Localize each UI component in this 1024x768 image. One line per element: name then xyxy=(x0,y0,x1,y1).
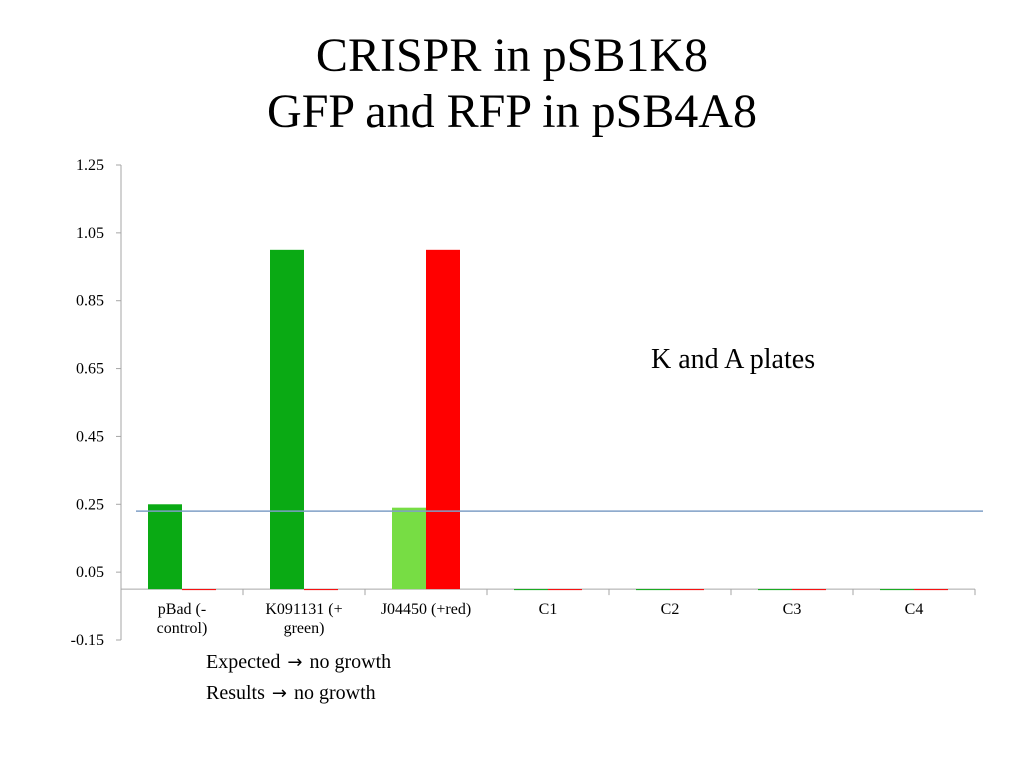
bar-series-2 xyxy=(304,589,338,591)
x-category-label: C2 xyxy=(661,601,680,618)
bar-series-2 xyxy=(792,589,826,591)
bar-series-1 xyxy=(880,589,914,591)
x-category-label: J04450 (+red) xyxy=(381,601,471,618)
y-tick-label: 0.25 xyxy=(76,496,104,513)
bar-series-2 xyxy=(670,589,704,591)
y-tick-label: 0.45 xyxy=(76,428,104,445)
expected-note: Expected → no growth xyxy=(206,647,391,678)
bar-series-1 xyxy=(636,589,670,591)
bar-series-2 xyxy=(548,589,582,591)
bar-series-1 xyxy=(148,504,182,590)
y-tick-label: 1.25 xyxy=(76,157,104,174)
x-category-label: C1 xyxy=(539,601,558,618)
title-line-1: CRISPR in pSB1K8 xyxy=(315,29,709,82)
plates-annotation: K and A plates xyxy=(651,344,816,375)
x-category-label: pBad (-control) xyxy=(157,601,208,637)
y-tick-label: 0.05 xyxy=(76,564,104,581)
right-arrow-icon: → xyxy=(271,683,287,704)
x-category-label: C4 xyxy=(905,601,924,618)
bar-series-2 xyxy=(914,589,948,591)
bar-series-2 xyxy=(426,249,460,590)
slide-title: CRISPR in pSB1K8 GFP and RFP in pSB4A8 xyxy=(0,28,1024,140)
expected-label: Expected xyxy=(206,651,281,673)
title-line-2: GFP and RFP in pSB4A8 xyxy=(267,85,757,138)
bar-series-2 xyxy=(182,589,216,591)
bar-series-1 xyxy=(392,507,426,590)
bar-series-1 xyxy=(270,249,304,590)
y-tick-label: 0.85 xyxy=(76,293,104,310)
y-tick-label: 0.65 xyxy=(76,361,104,378)
results-note: Results → no growth xyxy=(206,678,391,709)
bar-series-1 xyxy=(514,589,548,591)
right-arrow-icon: → xyxy=(287,652,303,673)
x-category-label: K091131 (+ green) xyxy=(265,601,342,637)
x-category-label: C3 xyxy=(783,601,802,618)
expected-value: no growth xyxy=(309,651,392,673)
results-label: Results xyxy=(206,682,265,704)
notes: Expected → no growth Results → no growth xyxy=(206,647,391,709)
y-tick-label: 1.05 xyxy=(76,225,104,242)
bar-series-1 xyxy=(758,589,792,591)
y-tick-label: -0.15 xyxy=(71,632,104,649)
results-value: no growth xyxy=(294,682,376,704)
